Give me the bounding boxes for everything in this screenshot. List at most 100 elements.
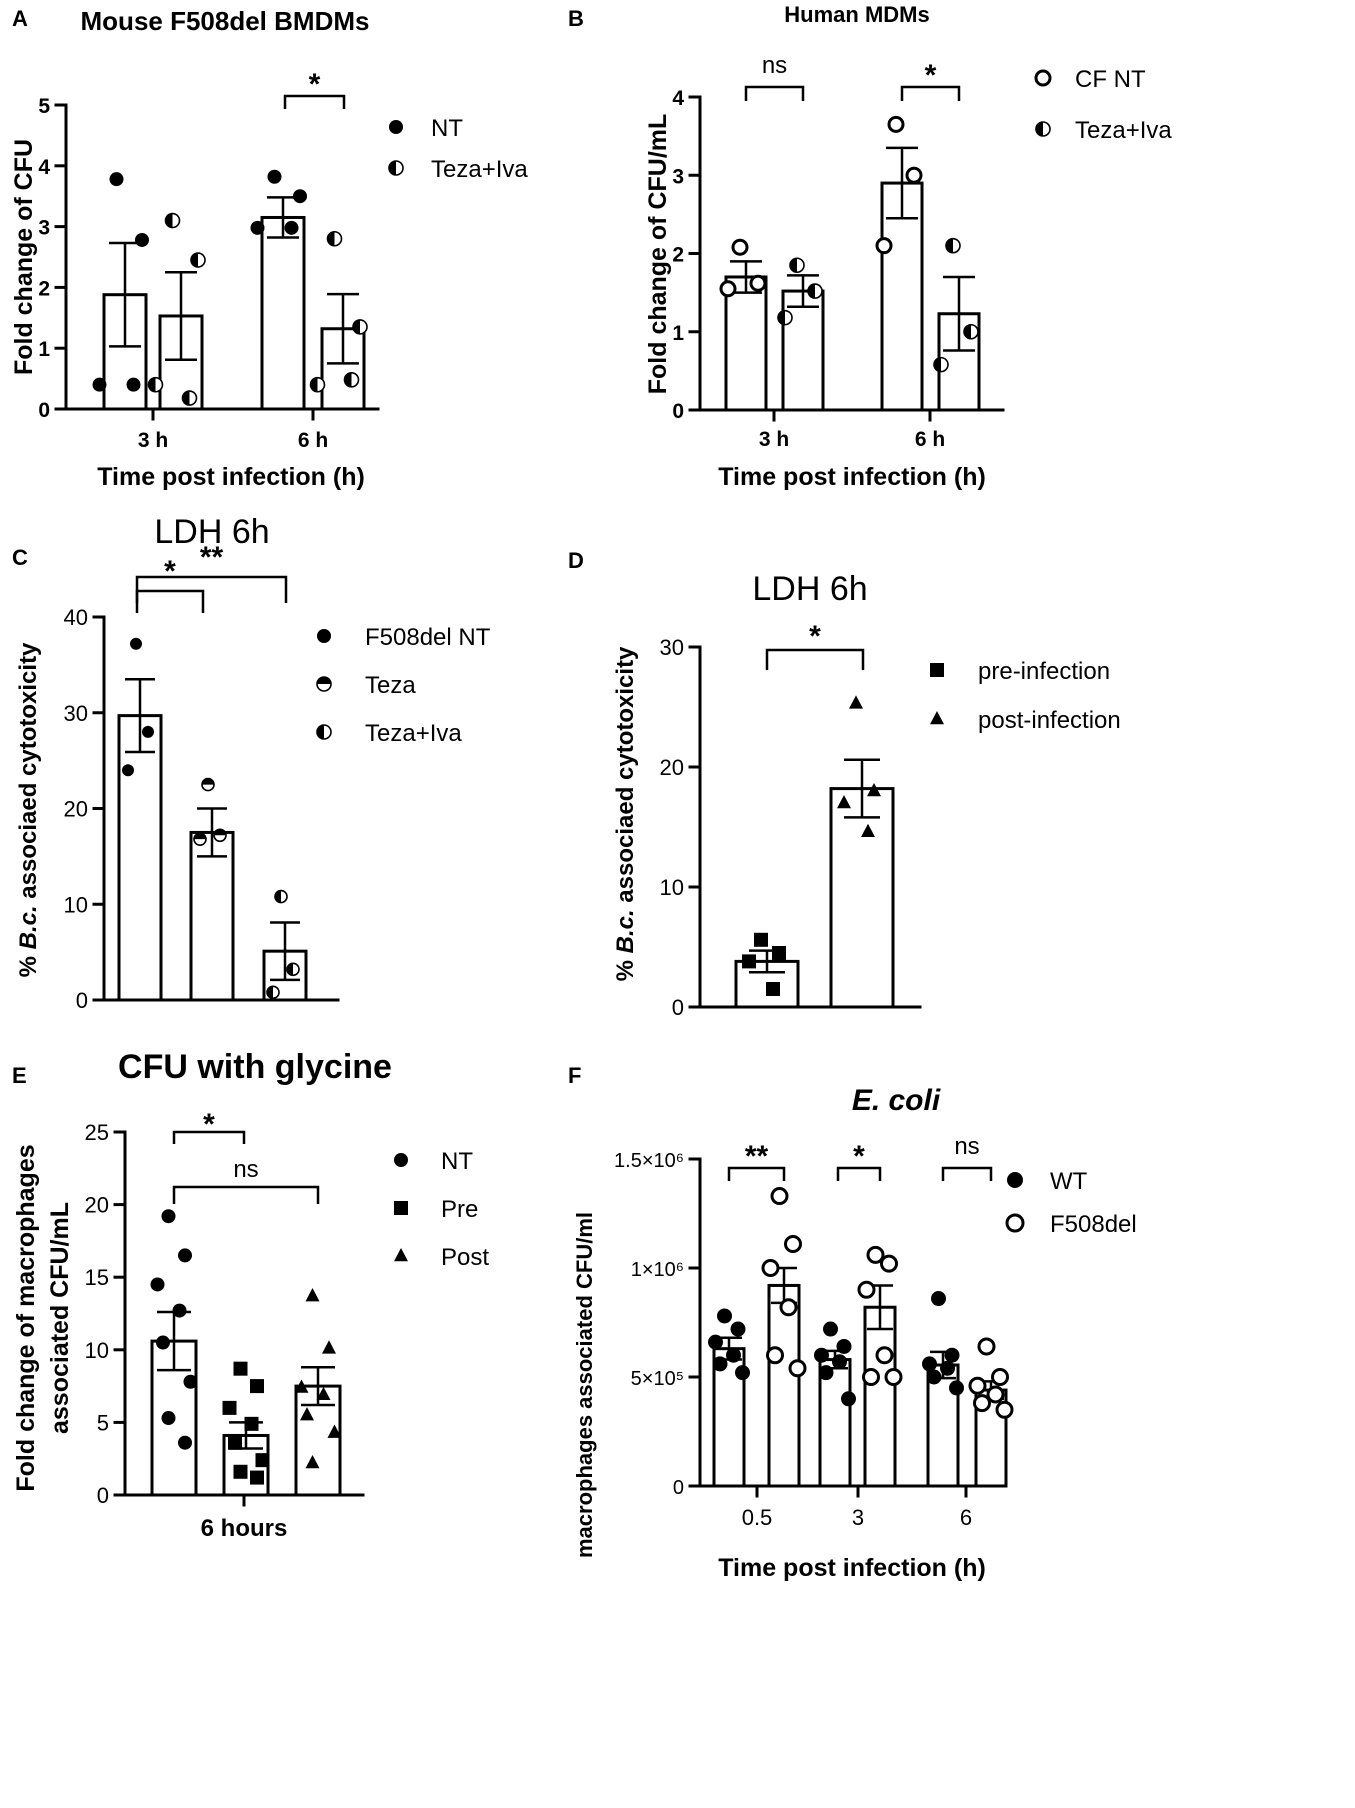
panel-c-legend-label: Teza+Iva xyxy=(365,720,462,747)
panel-f-y-label: macrophages associated CFU/ml xyxy=(572,1212,597,1558)
panel-f-point xyxy=(784,1235,802,1254)
panel-d-title: LDH 6h xyxy=(752,570,867,608)
panel-b-bar xyxy=(781,289,825,412)
panel-d-legend-label: pre-infection xyxy=(978,658,1110,685)
panel-a-y-tick-label: 0 xyxy=(38,399,50,422)
panel-a-x-label: Time post infection (h) xyxy=(97,463,365,491)
panel-a-error-bar xyxy=(109,241,141,348)
panel-f-point xyxy=(841,1391,856,1407)
panel-a-legend-label: NT xyxy=(431,115,463,142)
panel-e-y-tick-label: 15 xyxy=(85,1265,109,1290)
panel-d-y-label-part: associaed cytotoxicity xyxy=(612,646,639,909)
panel-e-comparison-2-bracket xyxy=(172,1185,320,1204)
panel-d-legend-marker xyxy=(930,710,944,725)
panel-f-point xyxy=(823,1321,838,1337)
panel-e-point xyxy=(300,1407,314,1421)
panel-d-error-bar xyxy=(844,758,880,819)
panel-a-x-tick-label: 3 h xyxy=(138,429,168,452)
panel-a-legend-marker xyxy=(388,160,404,176)
panel-f-point xyxy=(730,1321,746,1337)
panel-f-y-tick-label: 0 xyxy=(673,1477,684,1499)
panel-f-y-tick-label: 1×10⁶ xyxy=(631,1259,684,1281)
panel-c-y-tick-label: 30 xyxy=(64,701,88,726)
panel-b-point xyxy=(945,237,961,254)
panel-a-point xyxy=(147,376,164,393)
panel-e-y-label: associated CFU/mL xyxy=(46,1202,74,1434)
panel-e-point xyxy=(255,1453,270,1468)
panel-c-legend-label: Teza xyxy=(365,672,416,699)
panel-c-legend-marker xyxy=(316,676,332,692)
panel-e-y-tick-label: 20 xyxy=(85,1193,109,1218)
panel-f-point xyxy=(977,1337,996,1356)
panel-b-comparison-3h-label: ns xyxy=(762,52,787,79)
panel-a-y-tick-label: 2 xyxy=(38,277,50,300)
panel-a-point xyxy=(126,377,141,392)
panel-a-y-tick-label: 5 xyxy=(38,95,50,118)
panel-b-point xyxy=(749,274,767,292)
panel-e-legend-label: Pre xyxy=(441,1196,478,1223)
panel-f-comparison-bracket xyxy=(941,1166,993,1181)
panel-c-error-bar xyxy=(270,921,300,982)
panel-a-point xyxy=(92,377,107,392)
panel-e-point xyxy=(316,1386,331,1401)
panel-d-comparison-bracket xyxy=(765,648,865,670)
panel-d-point xyxy=(754,932,768,947)
panel-a-point xyxy=(190,252,206,268)
panel-f-point xyxy=(779,1298,798,1317)
panel-a-title: Mouse F508del BMDMs xyxy=(81,6,370,36)
panel-f-comparison-bracket xyxy=(727,1166,786,1181)
panel-a-error-bar xyxy=(165,270,197,362)
panel-f-x-tick-label: 6 xyxy=(960,1505,972,1530)
panel-b-y-tick-label: 4 xyxy=(672,87,684,110)
panel-d-point xyxy=(867,782,881,797)
panel-f-point xyxy=(866,1245,885,1264)
panel-b-point xyxy=(719,280,737,298)
panel-e-x-label: 6 hours xyxy=(201,1515,288,1542)
panel-f-point xyxy=(708,1334,723,1350)
panel-f-point xyxy=(862,1368,880,1386)
panel-c-letter: C xyxy=(12,545,28,570)
panel-a-legend-label: Teza+Iva xyxy=(431,156,528,183)
panel-b-point xyxy=(777,309,793,326)
panel-f-point xyxy=(922,1356,937,1372)
panel-e-point xyxy=(250,1379,264,1394)
panel-f-point xyxy=(875,1346,894,1365)
panel-f-point xyxy=(761,1259,780,1277)
panel-e-point xyxy=(156,1335,170,1350)
panel-d-point xyxy=(766,982,780,996)
panel-a-y-tick-label: 1 xyxy=(38,338,50,361)
panel-d-y-tick-label: 10 xyxy=(660,875,684,900)
panel-e-point xyxy=(233,1464,248,1479)
panel-f-bar xyxy=(767,1283,801,1488)
panel-d-point xyxy=(837,794,851,809)
panel-c-legend-marker xyxy=(317,629,331,643)
panel-a-error-bar xyxy=(327,292,359,365)
panel-f-bar xyxy=(926,1363,960,1488)
panel-f-point xyxy=(818,1365,834,1381)
panel-e-legend-label: Post xyxy=(441,1244,489,1271)
panel-f-point xyxy=(884,1368,903,1386)
panel-f-comparison-label: ns xyxy=(954,1133,979,1160)
panel-c-y-tick-label: 40 xyxy=(64,605,88,630)
panel-e-point xyxy=(178,1435,192,1450)
panel-f-legend-marker xyxy=(1005,1213,1025,1233)
panel-a-point xyxy=(164,212,181,229)
panel-c-point xyxy=(130,637,142,650)
panel-c-y-label-part: associaed cytotoxicity xyxy=(15,642,42,905)
panel-e-comparison-2-label: ns xyxy=(233,1156,258,1183)
panel-e-point xyxy=(172,1303,187,1318)
panel-f-letter: F xyxy=(568,1063,581,1088)
panel-a-legend-marker xyxy=(389,120,403,134)
panel-e-point xyxy=(305,1455,320,1469)
panel-f-point xyxy=(814,1347,829,1363)
panel-f-comparison-label: * xyxy=(853,1140,865,1173)
panel-d-y-label-part: B.c. xyxy=(612,909,639,953)
panel-a-point xyxy=(309,376,326,393)
panel-f-point xyxy=(770,1187,789,1206)
panel-b-y-tick-label: 2 xyxy=(672,244,684,267)
panel-f-point xyxy=(926,1369,942,1385)
panel-e-point xyxy=(228,1435,242,1450)
panel-f-point xyxy=(986,1385,1005,1404)
panel-d-y-label: % B.c. associaed cytotoxicity xyxy=(612,646,639,981)
